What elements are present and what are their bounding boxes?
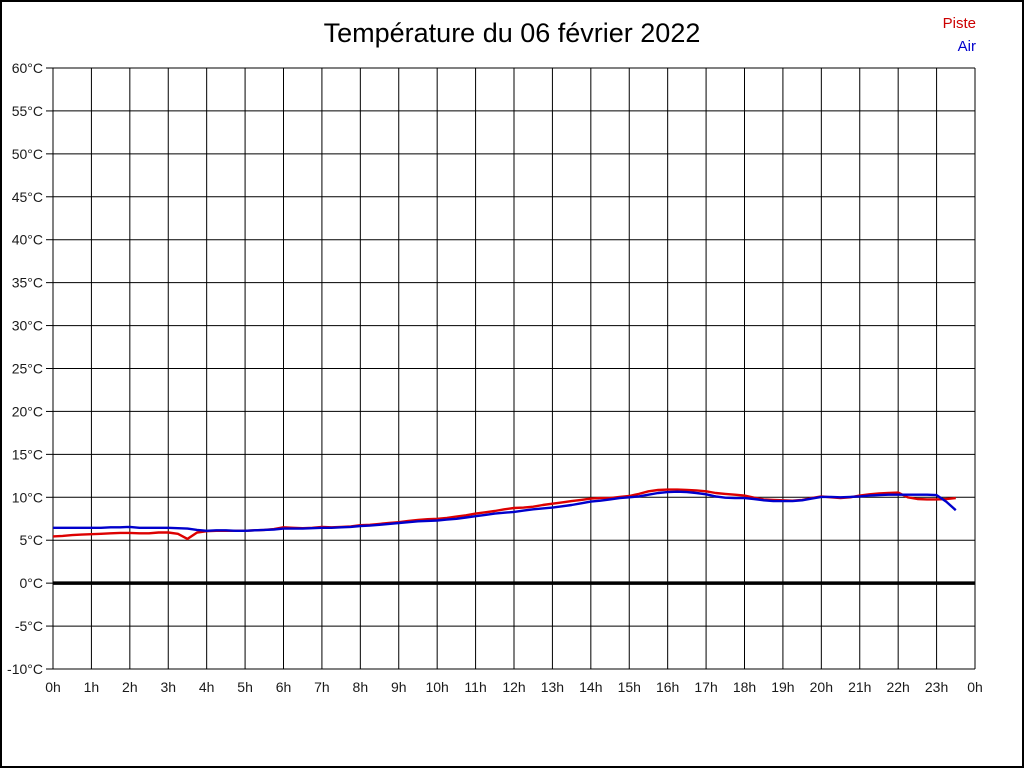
y-tick-label: 0°C [20, 575, 44, 591]
y-tick-label: 35°C [12, 275, 43, 291]
x-tick-label: 8h [353, 679, 369, 695]
x-tick-label: 1h [84, 679, 100, 695]
air-temperature-line [53, 490, 957, 532]
y-tick-label: 40°C [12, 232, 43, 248]
y-tick-label: 45°C [12, 189, 43, 205]
x-tick-label: 21h [848, 679, 871, 695]
x-tick-label: 17h [694, 679, 717, 695]
x-tick-label: 19h [771, 679, 794, 695]
x-tick-label: 2h [122, 679, 138, 695]
x-tick-label: 22h [886, 679, 909, 695]
y-tick-label: 50°C [12, 146, 43, 162]
x-tick-label: 14h [579, 679, 602, 695]
y-tick-label: 30°C [12, 318, 43, 334]
x-tick-label: 0h [45, 679, 61, 695]
x-tick-label: 4h [199, 679, 215, 695]
y-tick-label: -10°C [7, 661, 43, 677]
chart-title: Température du 06 février 2022 [323, 18, 701, 48]
y-tick-label: 10°C [12, 489, 43, 505]
x-tick-label: 16h [656, 679, 679, 695]
y-tick-label: 25°C [12, 361, 43, 377]
x-tick-label: 20h [810, 679, 833, 695]
x-tick-label: 18h [733, 679, 756, 695]
y-tick-label: -5°C [15, 618, 43, 634]
y-tick-label: 20°C [12, 403, 43, 419]
x-tick-label: 7h [314, 679, 330, 695]
x-tick-label: 11h [464, 679, 486, 695]
x-tick-label: 23h [925, 679, 948, 695]
x-tick-label: 15h [618, 679, 641, 695]
legend-piste-label: Piste [942, 15, 976, 32]
legend-air-label: Air [957, 38, 976, 55]
x-tick-label: 0h [967, 679, 983, 695]
y-tick-label: 60°C [12, 60, 43, 76]
x-tick-label: 3h [160, 679, 176, 695]
y-tick-label: 55°C [12, 103, 43, 119]
x-tick-label: 13h [541, 679, 564, 695]
x-tick-label: 12h [502, 679, 525, 695]
y-tick-label: 15°C [12, 446, 43, 462]
x-tick-label: 9h [391, 679, 407, 695]
x-tick-label: 5h [237, 679, 253, 695]
y-tick-label: 5°C [20, 532, 44, 548]
x-tick-label: 6h [276, 679, 292, 695]
x-tick-label: 10h [425, 679, 448, 695]
chart-legend: Piste Air [943, 12, 976, 58]
